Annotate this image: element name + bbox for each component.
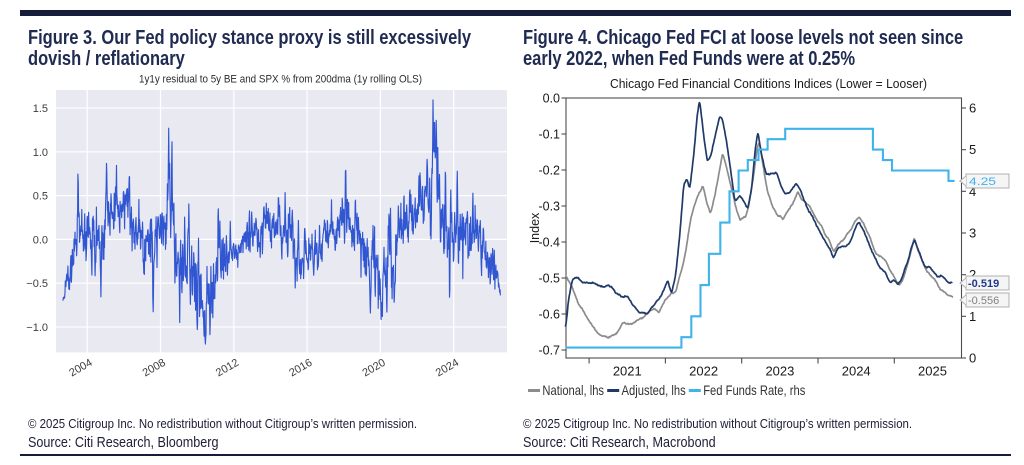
svg-text:-0.7: -0.7 xyxy=(538,344,560,358)
svg-text:1y1y residual to 5y BE and SPX: 1y1y residual to 5y BE and SPX % from 20… xyxy=(139,74,422,86)
svg-text:1.0: 1.0 xyxy=(33,147,48,159)
svg-text:2008: 2008 xyxy=(141,357,168,380)
svg-text:4.25: 4.25 xyxy=(969,176,996,188)
svg-text:5: 5 xyxy=(969,142,976,157)
svg-text:2: 2 xyxy=(969,267,976,282)
svg-text:4: 4 xyxy=(969,184,976,199)
svg-text:-0.6: -0.6 xyxy=(538,308,560,322)
svg-text:0.0: 0.0 xyxy=(543,92,560,106)
svg-text:2004: 2004 xyxy=(67,357,94,380)
svg-text:2024: 2024 xyxy=(434,357,461,380)
svg-text:2021: 2021 xyxy=(613,364,642,379)
svg-text:-0.5: -0.5 xyxy=(538,272,560,286)
svg-text:-0.1: -0.1 xyxy=(538,128,560,142)
svg-text:3: 3 xyxy=(969,226,976,241)
svg-text:2022: 2022 xyxy=(689,364,718,379)
svg-text:2016: 2016 xyxy=(287,357,314,380)
svg-text:1: 1 xyxy=(969,309,976,324)
svg-text:2023: 2023 xyxy=(765,364,794,379)
svg-text:−0.5: −0.5 xyxy=(26,278,48,290)
svg-text:-0.2: -0.2 xyxy=(538,164,560,178)
svg-text:Index: Index xyxy=(528,212,542,243)
svg-text:2024: 2024 xyxy=(842,364,871,379)
svg-text:2020: 2020 xyxy=(360,357,387,380)
svg-text:6: 6 xyxy=(969,101,976,116)
svg-text:−1.0: −1.0 xyxy=(26,322,48,334)
svg-text:2025: 2025 xyxy=(918,364,947,379)
svg-text:1.5: 1.5 xyxy=(33,103,48,115)
svg-text:0.5: 0.5 xyxy=(33,191,48,203)
svg-text:-0.519: -0.519 xyxy=(968,278,999,290)
svg-text:0.0: 0.0 xyxy=(33,234,48,246)
svg-text:-0.3: -0.3 xyxy=(538,200,560,214)
svg-text:-0.4: -0.4 xyxy=(538,236,560,250)
svg-text:-0.556: -0.556 xyxy=(968,295,999,307)
svg-text:2012: 2012 xyxy=(214,357,241,380)
svg-text:0: 0 xyxy=(969,351,976,366)
svg-text:Chicago Fed Financial Conditio: Chicago Fed Financial Conditions Indices… xyxy=(610,77,927,91)
